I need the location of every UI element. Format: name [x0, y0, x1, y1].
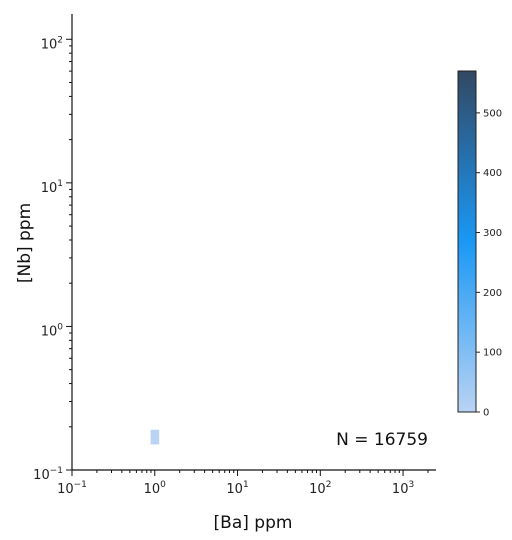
y-tick-label: 10−1 [33, 466, 63, 483]
colorbar-tick-label: 400 [483, 168, 502, 179]
tick-labels: 10−1 100 101 102 103 10−1 100 101 102 [33, 35, 414, 497]
colorbar-tick-label: 0 [483, 408, 489, 419]
y-tick-label: 100 [41, 322, 64, 339]
y-axis-title: [Nb] ppm [15, 203, 35, 283]
colorbar-tick-label: 500 [483, 108, 502, 119]
colorbar-gradient [457, 70, 477, 413]
axes [66, 14, 436, 476]
y-tick-label: 101 [41, 179, 63, 196]
colorbar: 0 100 200 300 400 500 [457, 70, 502, 419]
histogram-cell [150, 429, 160, 445]
sample-count-annotation: N = 16759 [336, 430, 428, 450]
colorbar-tick-label: 300 [483, 228, 502, 239]
colorbar-tick-label: 200 [483, 288, 502, 299]
x-tick-label: 103 [392, 480, 414, 497]
y-tick-label: 102 [41, 35, 63, 52]
colorbar-tick-label: 100 [483, 348, 502, 359]
x-tick-label: 101 [226, 480, 248, 497]
x-tick-label: 100 [144, 480, 167, 497]
x-axis-title: [Ba] ppm [214, 513, 293, 533]
x-tick-label: 102 [309, 480, 331, 497]
histogram-cells [150, 429, 160, 445]
x-tick-label: 10−1 [57, 480, 87, 497]
